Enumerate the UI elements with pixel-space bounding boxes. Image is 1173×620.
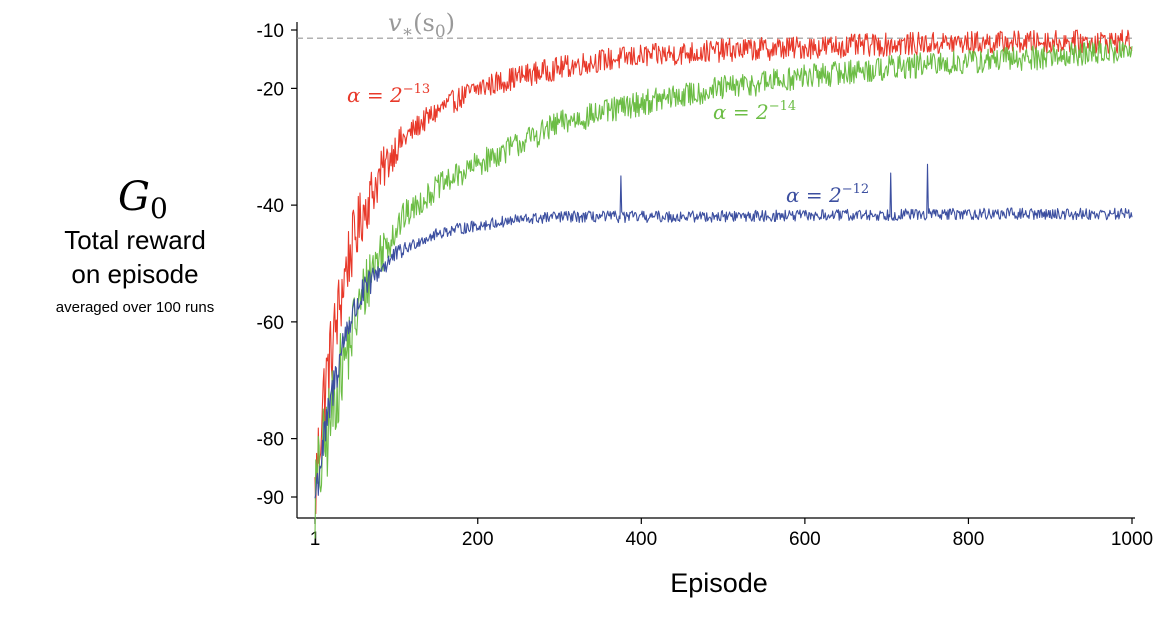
x-tick-label: 600 [789, 529, 821, 550]
x-tick-label: 200 [462, 529, 494, 550]
series-label-alpha-2-12: α = 2−12 [786, 182, 869, 207]
y-tick-label: -40 [257, 196, 284, 217]
y-tick-label: -90 [257, 488, 284, 509]
y-axis-label-line1: Total reward [64, 225, 206, 255]
series-line-alpha-2-14 [314, 39, 1133, 539]
series-lines [314, 29, 1133, 539]
x-tick-label: 1 [310, 529, 321, 550]
x-tick-label: 400 [625, 529, 657, 550]
optimal-value-label: v∗(s0) [388, 9, 455, 42]
y-axis-symbol-subscript: 0 [150, 192, 168, 225]
y-tick-label: -60 [257, 313, 284, 334]
y-ticks: -10 -20 -40 -60 -80 -90 [257, 21, 297, 509]
x-tick-label: 800 [953, 529, 985, 550]
y-tick-label: -10 [257, 21, 284, 42]
y-axis-label-line3: averaged over 100 runs [56, 299, 214, 316]
x-ticks: 1 200 400 600 800 1000 [310, 518, 1153, 550]
y-tick-label: -20 [257, 79, 284, 100]
y-axis-label-line2: on episode [71, 259, 198, 289]
series-line-alpha-2-13 [314, 29, 1133, 515]
series-label-alpha-2-14: α = 2−14 [713, 99, 796, 124]
series-line-alpha-2-12 [314, 163, 1133, 499]
x-tick-label: 1000 [1111, 529, 1153, 550]
y-tick-label: -80 [257, 430, 284, 451]
x-axis-label: Episode [670, 568, 768, 598]
y-axis-symbol: G0 [118, 174, 168, 225]
series-label-alpha-2-13: α = 2−13 [347, 82, 430, 107]
